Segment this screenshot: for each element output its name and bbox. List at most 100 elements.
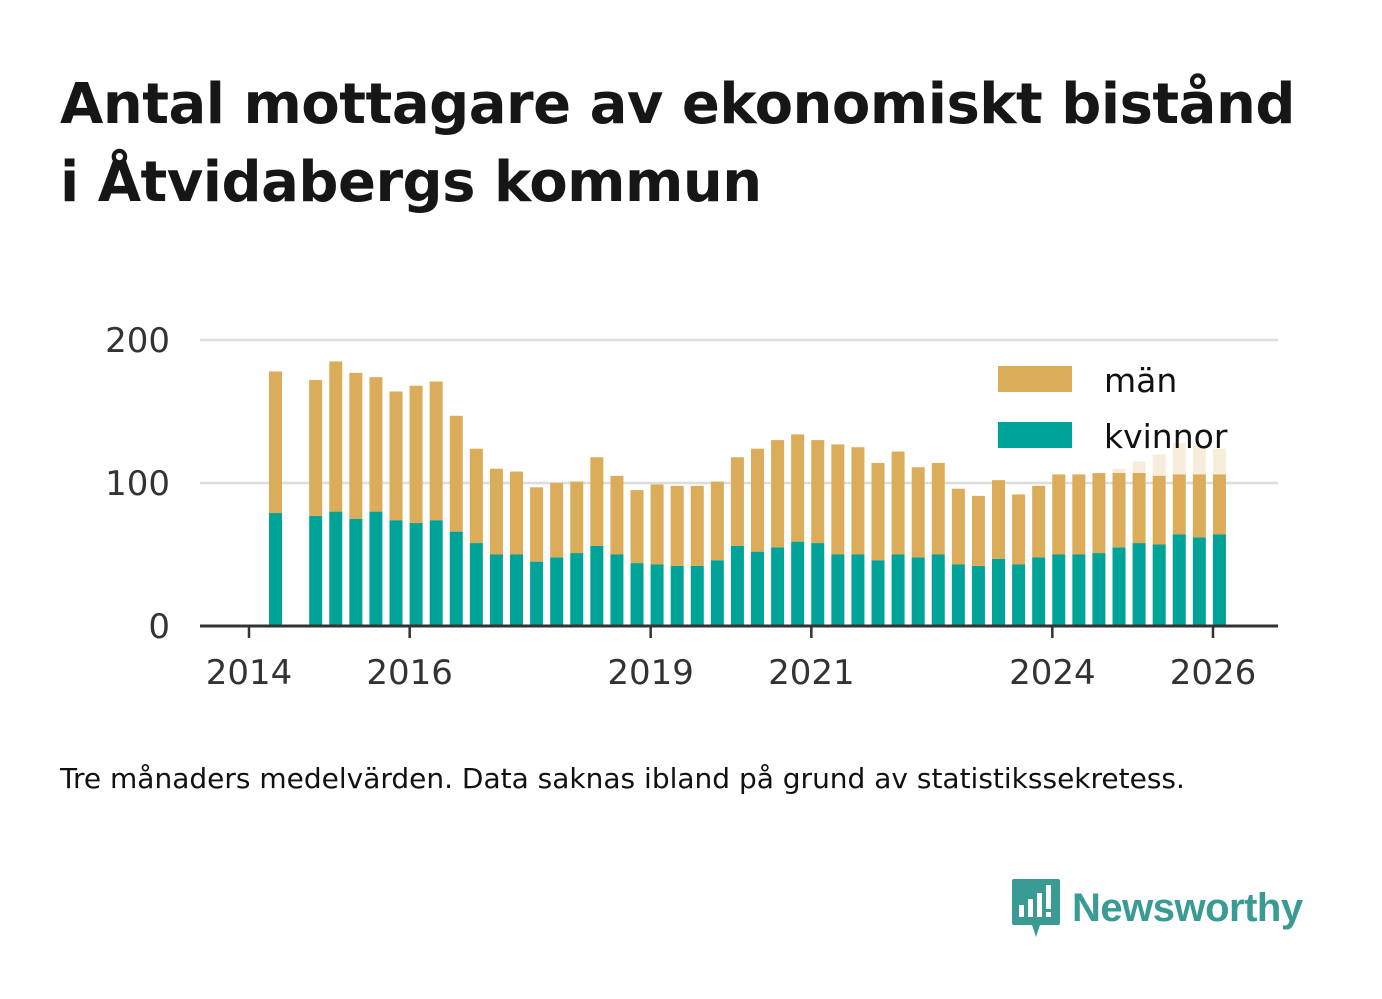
bar-kvinnor-0	[269, 513, 283, 626]
bar-kvinnor-8	[449, 531, 463, 626]
bar-man-17	[630, 490, 644, 564]
bar-kvinnor-33	[951, 564, 965, 626]
bar-man-19	[670, 485, 684, 566]
bar-kvinnor-18	[650, 564, 664, 626]
bar-kvinnor-37	[1032, 557, 1046, 626]
bar-kvinnor-6	[409, 523, 423, 626]
bar-kvinnor-17	[630, 563, 644, 626]
bar-kvinnor-7	[429, 520, 443, 626]
bar-man-32	[931, 462, 945, 555]
bar-man-7	[429, 381, 443, 521]
bar-man-2	[329, 361, 343, 512]
bar-faded-42	[1132, 461, 1146, 473]
x-tick-label-2026: 2026	[1170, 653, 1257, 693]
legend-swatch-man	[998, 366, 1072, 392]
bar-kvinnor-34	[971, 565, 985, 626]
bar-kvinnor-36	[1012, 564, 1026, 626]
bar-man-18	[650, 484, 664, 565]
newsworthy-logo: Newsworthy	[1010, 876, 1303, 940]
bar-man-27	[831, 444, 845, 555]
bar-kvinnor-28	[851, 554, 865, 626]
bar-man-36	[1012, 494, 1026, 565]
bar-man-22	[730, 457, 744, 546]
bar-kvinnor-30	[891, 554, 905, 626]
x-axis: 2014 2016 2019 2021 2024 2026	[200, 624, 1278, 693]
bar-kvinnor-4	[369, 511, 383, 626]
bar-kvinnor-25	[791, 541, 805, 626]
bar-man-28	[851, 447, 865, 555]
bar-faded-44	[1172, 442, 1186, 475]
bars	[269, 361, 1226, 626]
bar-man-30	[891, 451, 905, 555]
bar-kvinnor-3	[349, 518, 363, 626]
bar-man-0	[269, 371, 283, 514]
bar-kvinnor-24	[771, 547, 785, 626]
y-tick-label-200: 200	[105, 321, 170, 361]
bar-kvinnor-29	[871, 560, 885, 626]
bar-kvinnor-38	[1052, 554, 1066, 626]
legend-swatch-kvinnor	[998, 422, 1072, 448]
newsworthy-logo-icon	[1012, 879, 1060, 937]
x-tick-label-2024: 2024	[1009, 653, 1096, 693]
bar-kvinnor-9	[469, 543, 483, 626]
bar-man-24	[771, 440, 785, 548]
bar-man-43	[1152, 475, 1166, 545]
bar-man-41	[1112, 472, 1126, 548]
bar-man-14	[570, 481, 584, 554]
title-line-2: i Åtvidabergs kommun	[60, 150, 762, 215]
bar-man-44	[1172, 474, 1186, 535]
bar-man-13	[550, 483, 564, 558]
bar-man-46	[1212, 474, 1226, 535]
bar-kvinnor-21	[710, 560, 724, 626]
bar-man-11	[510, 471, 524, 555]
bar-man-38	[1052, 474, 1066, 555]
bar-kvinnor-5	[389, 520, 403, 626]
bar-faded-41	[1112, 468, 1126, 473]
bar-man-6	[409, 385, 423, 524]
bar-man-15	[590, 457, 604, 546]
bar-man-21	[710, 481, 724, 561]
bar-faded-46	[1212, 448, 1226, 475]
legend-label-kvinnor: kvinnor	[1104, 417, 1228, 456]
bar-kvinnor-2	[329, 511, 343, 626]
bar-man-35	[992, 480, 1006, 559]
x-tick-label-2021: 2021	[768, 653, 855, 693]
x-tick-label-2014: 2014	[206, 653, 293, 693]
bar-kvinnor-44	[1172, 534, 1186, 626]
bar-kvinnor-16	[610, 554, 624, 626]
bar-man-25	[791, 434, 805, 542]
bar-faded-43	[1152, 454, 1166, 476]
bar-kvinnor-39	[1072, 554, 1086, 626]
bar-kvinnor-14	[570, 553, 584, 626]
bar-man-45	[1192, 474, 1206, 538]
legend-label-man: män	[1104, 361, 1177, 400]
bar-man-3	[349, 372, 363, 519]
bar-kvinnor-22	[730, 545, 744, 626]
y-tick-label-0: 0	[148, 607, 170, 647]
bar-kvinnor-40	[1092, 553, 1106, 626]
bar-man-33	[951, 488, 965, 565]
bar-kvinnor-23	[751, 551, 765, 626]
bar-kvinnor-11	[510, 554, 524, 626]
bar-man-1	[309, 380, 323, 516]
bar-faded-45	[1192, 445, 1206, 475]
bar-man-37	[1032, 485, 1046, 558]
bar-man-16	[610, 475, 624, 555]
bar-man-31	[911, 467, 925, 558]
legend: män kvinnor	[998, 361, 1228, 456]
bar-man-40	[1092, 472, 1106, 554]
bar-kvinnor-15	[590, 545, 604, 626]
bar-kvinnor-31	[911, 557, 925, 626]
brand-name: Newsworthy	[1072, 885, 1303, 930]
title-line-1: Antal mottagare av ekonomiskt bistånd	[60, 72, 1295, 137]
bar-man-4	[369, 377, 383, 512]
x-tick-label-2016: 2016	[366, 653, 453, 693]
chart-title: Antal mottagare av ekonomiskt bistånd i …	[60, 66, 1340, 222]
bar-kvinnor-19	[670, 565, 684, 626]
bar-kvinnor-27	[831, 554, 845, 626]
stacked-bar-chart: 2014 2016 2019 2021 2024 2026 0 100 200 män kvi…	[105, 321, 1278, 693]
bar-man-29	[871, 462, 885, 561]
bar-man-8	[449, 415, 463, 532]
bar-kvinnor-20	[690, 565, 704, 626]
bar-kvinnor-35	[992, 558, 1006, 626]
